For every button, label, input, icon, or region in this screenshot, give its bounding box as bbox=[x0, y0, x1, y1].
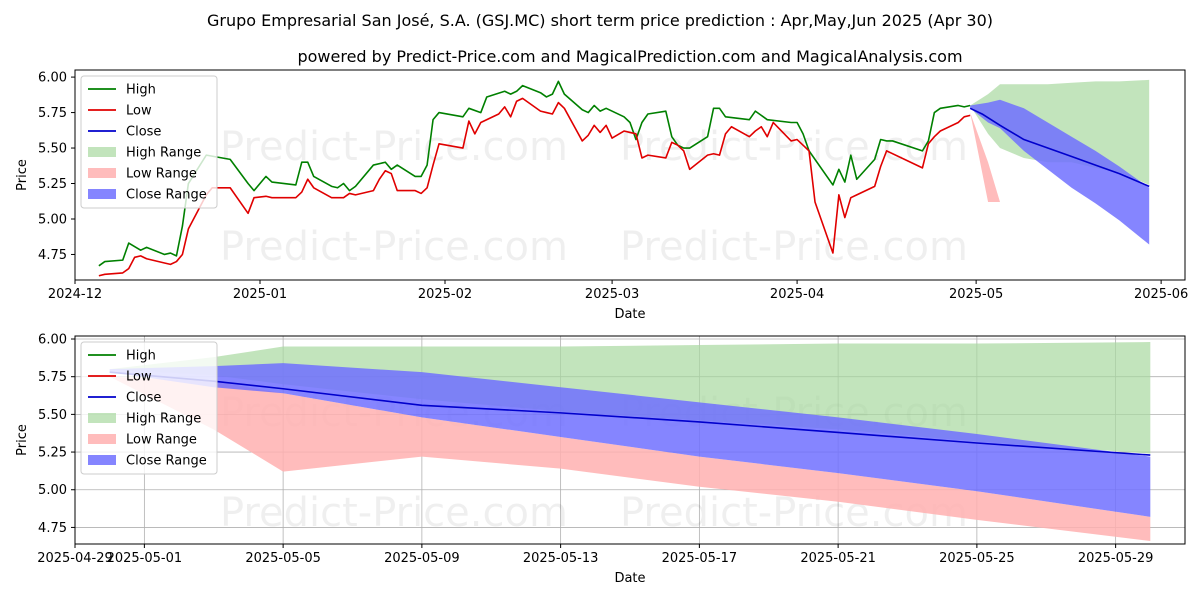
legend: High Low Close High Range Low Range Close Ran… bbox=[80, 341, 218, 475]
x-tick-label: 2025-05-13 bbox=[523, 551, 599, 566]
legend-swatch-close-range bbox=[88, 189, 116, 199]
y-tick-label: 5.25 bbox=[38, 177, 67, 192]
lower-panel-forecast-detail: Predict-Price.comPredict-Price.comPredic… bbox=[15, 333, 1186, 586]
legend-label-low-range: Low Range bbox=[126, 167, 197, 182]
y-tick-label: 5.75 bbox=[38, 370, 67, 385]
legend-label-low-range: Low Range bbox=[126, 433, 197, 448]
legend: High Low Close High Range Low Range Close Ran… bbox=[80, 75, 218, 209]
watermark-text: Predict-Price.com bbox=[220, 224, 568, 270]
y-tick-label: 6.00 bbox=[38, 333, 67, 348]
legend-swatch-high-range bbox=[88, 147, 116, 157]
x-tick-label: 2025-06 bbox=[1134, 287, 1188, 302]
high-series-line bbox=[98, 80, 971, 267]
y-tick-label: 6.00 bbox=[38, 71, 67, 86]
x-tick-label: 2025-04 bbox=[770, 287, 824, 302]
x-tick-label: 2025-03 bbox=[585, 287, 639, 302]
x-tick-label: 2025-04-29 bbox=[37, 551, 113, 566]
legend-label-low: Low bbox=[126, 104, 152, 119]
legend-label-high: High bbox=[126, 83, 156, 98]
legend-swatch-close-range bbox=[88, 455, 116, 465]
x-tick-label: 2025-02 bbox=[418, 287, 472, 302]
x-tick-label: 2025-01 bbox=[233, 287, 287, 302]
legend-label-close: Close bbox=[126, 125, 161, 140]
y-tick-label: 5.50 bbox=[38, 142, 67, 157]
y-tick-label: 5.00 bbox=[38, 212, 67, 227]
legend-label-low: Low bbox=[126, 370, 152, 385]
x-tick-label: 2025-05-25 bbox=[939, 551, 1015, 566]
legend-label-close-range: Close Range bbox=[126, 188, 207, 203]
plot-frame bbox=[74, 335, 1186, 545]
close-range-band bbox=[109, 363, 1151, 517]
legend-label-high-range: High Range bbox=[126, 146, 201, 161]
x-tick-label: 2025-05-09 bbox=[384, 551, 460, 566]
plot-area bbox=[109, 342, 1151, 541]
close-series-line bbox=[109, 371, 1151, 456]
x-tick-label: 2025-05-01 bbox=[107, 551, 183, 566]
low-series-line bbox=[98, 97, 971, 277]
y-axis-label: Price bbox=[15, 424, 30, 456]
legend-swatch-low-range bbox=[88, 168, 116, 178]
chart-subtitle: powered by Predict-Price.com and Magical… bbox=[297, 47, 962, 66]
legend-swatch-high-range bbox=[88, 413, 116, 423]
x-tick-label: 2025-05-17 bbox=[662, 551, 738, 566]
plot-area bbox=[98, 79, 1150, 277]
close-series-line bbox=[969, 107, 1150, 188]
legend-label-high: High bbox=[126, 349, 156, 364]
legend-swatch-low-range bbox=[88, 434, 116, 444]
legend-label-high-range: High Range bbox=[126, 412, 201, 427]
x-tick-label: 2025-05-05 bbox=[245, 551, 321, 566]
y-tick-label: 5.25 bbox=[38, 446, 67, 461]
x-axis-label: Date bbox=[614, 307, 645, 322]
close-range-band bbox=[970, 99, 1150, 245]
watermark-text: Predict-Price.com bbox=[620, 124, 968, 170]
y-axis-label: Price bbox=[15, 159, 30, 191]
upper-panel-full-history: Predict-Price.com Predict-Price.com Predic… bbox=[15, 69, 1188, 322]
y-tick-label: 4.75 bbox=[38, 248, 67, 263]
watermark-text: Predict-Price.com bbox=[620, 224, 968, 270]
watermark-text: Predict-Price.com bbox=[220, 124, 568, 170]
watermark-text: Predict-Price.com bbox=[220, 490, 568, 536]
plot-frame bbox=[74, 69, 1186, 281]
x-tick-label: 2024-12 bbox=[48, 287, 102, 302]
x-tick-label: 2025-05-29 bbox=[1078, 551, 1154, 566]
legend-label-close-range: Close Range bbox=[126, 454, 207, 469]
x-tick-label: 2025-05-21 bbox=[800, 551, 876, 566]
legend-label-close: Close bbox=[126, 391, 161, 406]
x-axis-label: Date bbox=[614, 571, 645, 586]
y-tick-label: 4.75 bbox=[38, 521, 67, 536]
y-tick-label: 5.00 bbox=[38, 483, 67, 498]
x-tick-label: 2025-05 bbox=[949, 287, 1003, 302]
y-tick-label: 5.75 bbox=[38, 106, 67, 121]
chart-title: Grupo Empresarial San José, S.A. (GSJ.MC… bbox=[207, 11, 993, 30]
low-range-band bbox=[109, 376, 1151, 541]
y-tick-label: 5.50 bbox=[38, 408, 67, 423]
